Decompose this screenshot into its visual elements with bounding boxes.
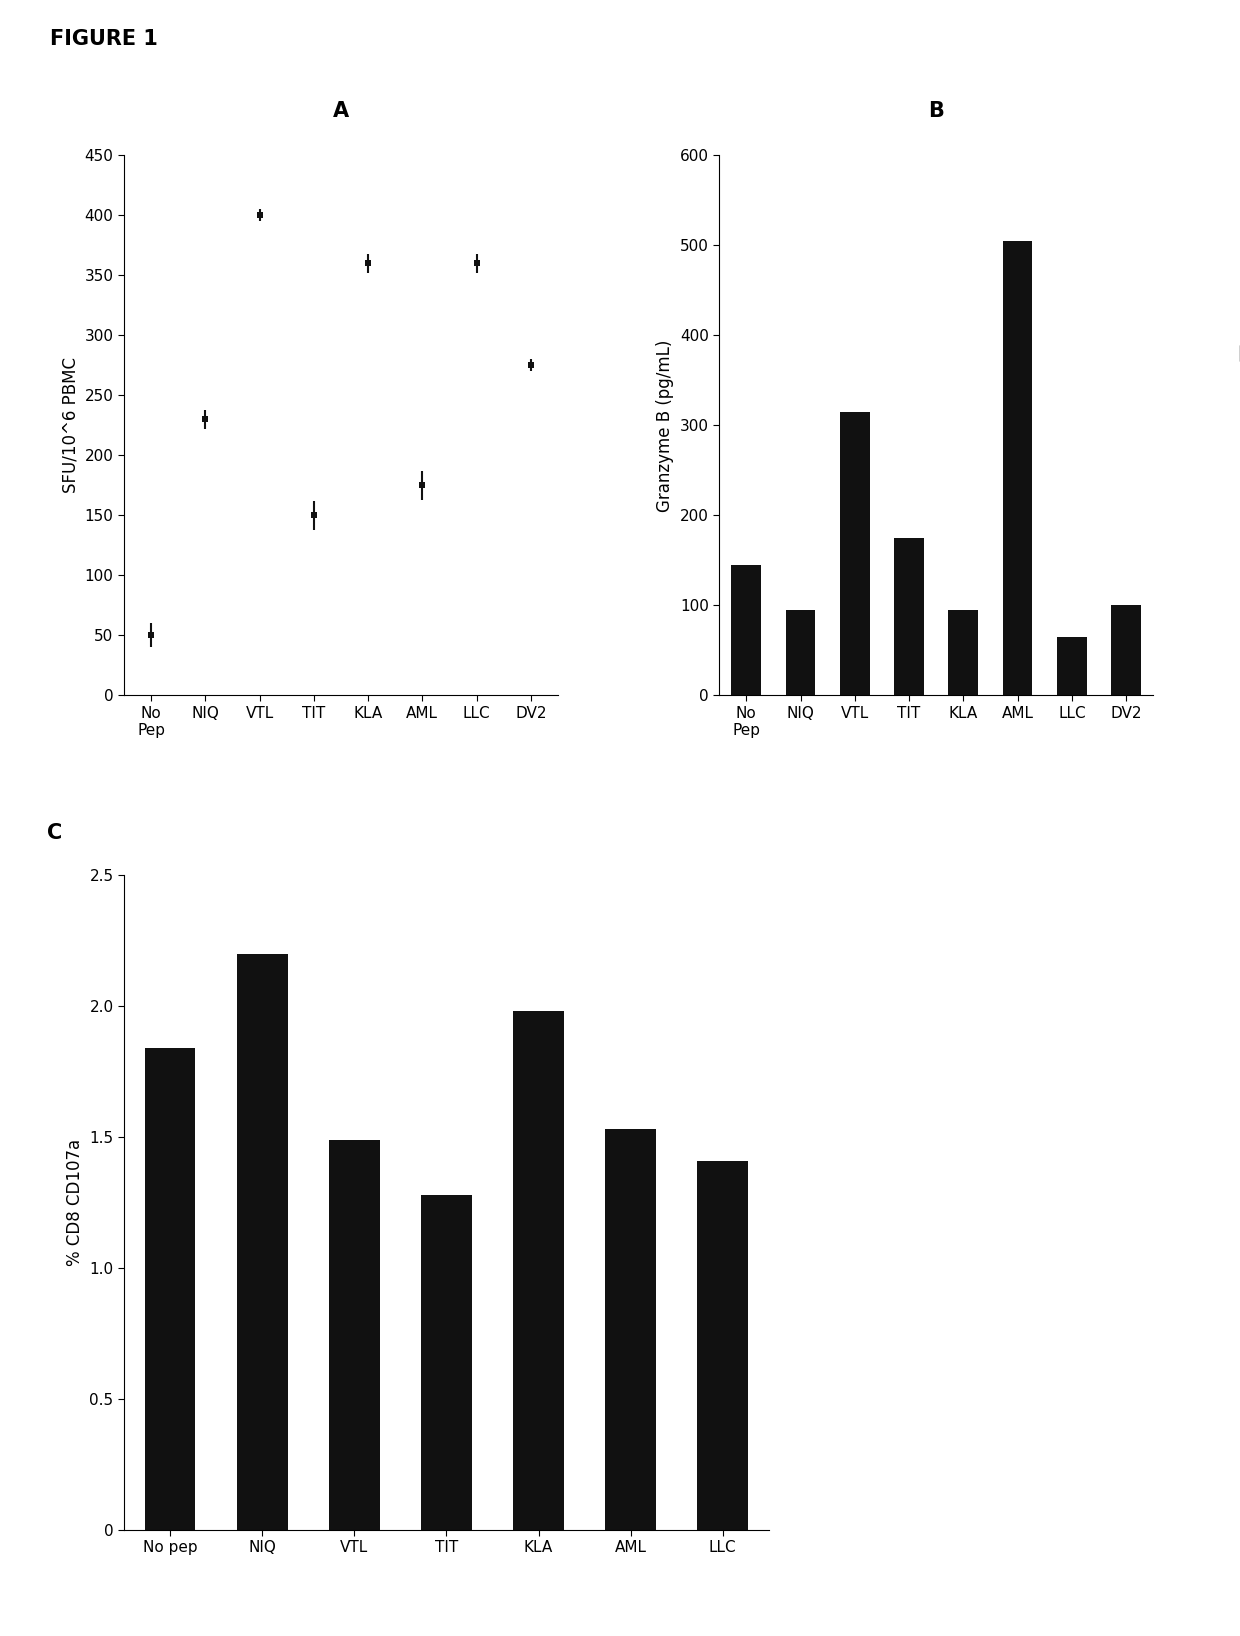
- Text: FIGURE 1: FIGURE 1: [50, 29, 157, 49]
- Bar: [697, 1160, 748, 1530]
- Y-axis label: Granzyme B (pg/mL): Granzyme B (pg/mL): [656, 339, 675, 512]
- Bar: [145, 1049, 196, 1530]
- Bar: [732, 564, 761, 695]
- Text: B: B: [929, 101, 944, 121]
- Bar: [786, 610, 816, 695]
- Bar: [839, 412, 869, 695]
- Bar: [949, 610, 978, 695]
- Bar: [422, 1194, 471, 1530]
- Text: A: A: [332, 101, 350, 121]
- Bar: [894, 538, 924, 695]
- Bar: [1003, 240, 1033, 695]
- Bar: [605, 1129, 656, 1530]
- Bar: [329, 1140, 379, 1530]
- Text: C: C: [47, 823, 62, 843]
- Bar: [237, 954, 288, 1530]
- Bar: [1056, 636, 1086, 695]
- Y-axis label: SFU/10^6 PBMC: SFU/10^6 PBMC: [61, 357, 79, 494]
- Y-axis label: % CD8 CD107a: % CD8 CD107a: [66, 1139, 84, 1266]
- Bar: [1111, 605, 1141, 695]
- Bar: [513, 1011, 564, 1530]
